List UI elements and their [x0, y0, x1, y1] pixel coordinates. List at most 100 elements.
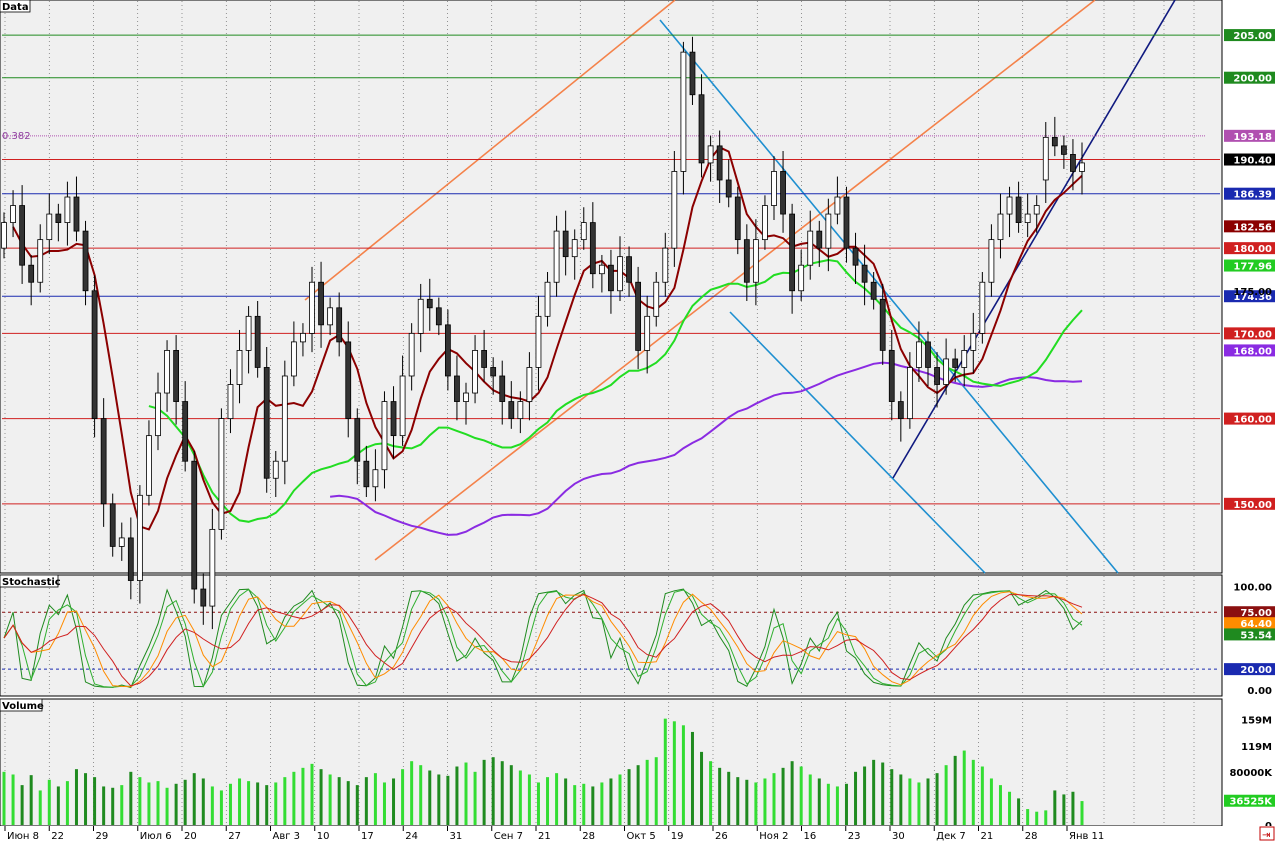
volume-bar — [1035, 811, 1039, 825]
volume-bar — [863, 766, 867, 825]
candle-body — [46, 213, 53, 241]
candle-body — [399, 375, 406, 437]
volume-bar — [283, 777, 287, 825]
date-label: Июл 6 — [140, 831, 172, 842]
indicator-value-label: 190.40 — [1233, 156, 1272, 167]
candle-body — [118, 537, 125, 547]
candle-body — [263, 367, 270, 479]
stochastic-value-tag — [1224, 617, 1275, 630]
volume-axis: 159M119M80000K036525K — [1224, 715, 1275, 832]
price-level-label: 193.18 — [1233, 132, 1272, 143]
price-level-label: 150.00 — [1233, 500, 1272, 511]
volume-bar — [219, 790, 223, 825]
stochastic-slow-line — [3, 593, 1083, 687]
candle-body — [771, 171, 777, 206]
price-axis: 205.00 200.00 193.18 190.40 186.39 180.00 174.… — [1224, 29, 1275, 511]
candle-body — [789, 213, 796, 292]
price-tick-label: 175.00 — [1233, 287, 1272, 298]
volume-bar — [799, 766, 803, 825]
candle-body — [508, 401, 515, 419]
volume-bar — [690, 731, 694, 825]
candle-body — [1024, 213, 1031, 223]
candle-body — [182, 401, 189, 462]
volume-bar — [1053, 790, 1057, 825]
volume-bar — [247, 781, 251, 825]
volume-bar — [591, 786, 595, 825]
candle-body — [435, 307, 442, 326]
candle-body — [725, 179, 732, 198]
candle-body — [544, 281, 551, 317]
candle-body — [816, 230, 823, 249]
candle-body — [372, 469, 379, 488]
volume-bar — [700, 751, 704, 825]
date-label: 23 — [848, 831, 861, 842]
volume-bar — [301, 767, 305, 825]
candle-body — [417, 298, 424, 334]
stochastic-k-fast-line — [3, 588, 1083, 689]
volume-bar — [2, 771, 6, 825]
stochastic-panel-title: Stochastic — [2, 577, 61, 588]
candle-body — [653, 281, 660, 317]
candle-body — [698, 94, 705, 164]
candle-body — [734, 196, 741, 241]
volume-bar — [781, 767, 785, 825]
candle-body — [290, 341, 297, 377]
candle-body — [934, 367, 940, 385]
scroll-end-button[interactable] — [1259, 826, 1275, 841]
date-label: Окт 5 — [627, 831, 656, 842]
volume-bar — [872, 759, 876, 825]
blue-channel-lower — [729, 311, 986, 574]
date-label: 22 — [51, 831, 64, 842]
volume-bars — [2, 718, 1084, 825]
volume-bar — [93, 777, 97, 825]
candle-body — [191, 460, 198, 590]
candle-body — [37, 239, 44, 283]
volume-bar — [292, 771, 296, 825]
candle-body — [553, 230, 560, 283]
candle-body — [952, 358, 959, 368]
volume-current-tag — [1224, 794, 1275, 807]
candle-body — [281, 375, 288, 462]
candle-body — [309, 281, 315, 334]
volume-bar — [410, 761, 414, 825]
candle-body — [490, 367, 497, 377]
candle-body — [345, 341, 352, 419]
volume-bar — [165, 787, 169, 825]
candle-body — [888, 350, 895, 402]
candle-body — [580, 222, 587, 241]
volume-bar — [1062, 794, 1066, 825]
indicator-value-label: 177.96 — [1233, 262, 1272, 273]
volume-bar — [654, 757, 658, 825]
volume-bar — [1044, 810, 1048, 825]
date-label: Сен 7 — [494, 831, 523, 842]
candle-body — [408, 332, 415, 377]
volume-bar — [917, 782, 921, 825]
volume-bar — [854, 771, 858, 825]
candle-body — [997, 213, 1004, 241]
volume-bar — [709, 761, 713, 825]
volume-bar — [138, 777, 142, 825]
volume-bar — [102, 786, 106, 825]
candle-body — [608, 264, 614, 292]
candle-body — [906, 367, 913, 419]
candle-body — [64, 196, 71, 223]
candle-body — [662, 247, 669, 283]
candle-body — [363, 460, 370, 488]
date-label: Июн 8 — [7, 831, 39, 842]
volume-grid — [4, 702, 1195, 825]
candle-body — [979, 281, 986, 334]
volume-bar — [926, 778, 930, 825]
volume-bar — [573, 785, 577, 825]
stochastic-grid — [2, 576, 1220, 695]
volume-bar — [989, 778, 993, 825]
candle-body — [100, 418, 107, 505]
volume-bar — [935, 773, 939, 825]
volume-bar — [310, 763, 314, 825]
candle-body — [807, 230, 814, 266]
candle-body — [218, 418, 225, 530]
candle-body — [879, 298, 886, 351]
candle-body — [109, 503, 116, 547]
volume-bar — [808, 774, 812, 825]
stochastic-value-label: 64.40 — [1240, 619, 1272, 630]
volume-bar — [111, 787, 115, 825]
